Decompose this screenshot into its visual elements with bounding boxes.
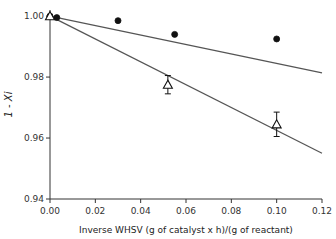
y-tick (46, 138, 50, 139)
triangle-point (46, 12, 55, 20)
x-tick (95, 199, 96, 203)
fit-line (50, 16, 322, 153)
axes: 0.00 0.02 0.04 0.06 0.08 0.10 0.12 0.94 0.96 0.98… (24, 10, 332, 216)
circle-point (274, 36, 280, 42)
y-tick-label: 1.00 (24, 11, 44, 21)
y-axis-label: 1 - Xi (3, 91, 14, 117)
x-tick-label: 0.08 (221, 206, 241, 216)
y-tick (46, 77, 50, 78)
x-tick-label: 0.06 (176, 206, 196, 216)
y-tick-label: 0.98 (24, 72, 44, 82)
x-tick-label: 0.02 (85, 206, 105, 216)
y-tick (46, 199, 50, 200)
x-tick (231, 199, 232, 203)
circle-point (172, 31, 178, 37)
x-tick-label: 0.00 (40, 206, 60, 216)
circle-point (115, 18, 121, 24)
y-tick-label: 0.96 (24, 133, 44, 143)
x-tick (50, 199, 51, 203)
x-axis-label: Inverse WHSV (g of catalyst x h)/(g of r… (79, 225, 293, 235)
y-tick-label: 0.94 (24, 194, 44, 204)
x-tick (322, 199, 323, 203)
triangle-point (163, 80, 172, 88)
x-tick-label: 0.12 (312, 206, 332, 216)
x-tick (276, 199, 277, 203)
x-tick (140, 199, 141, 203)
x-tick-label: 0.04 (131, 206, 151, 216)
triangle-point (272, 120, 281, 128)
plot-area (46, 12, 323, 154)
x-tick (186, 199, 187, 203)
y-axis-line (50, 10, 51, 199)
fit-line (50, 16, 322, 73)
chart: 0.00 0.02 0.04 0.06 0.08 0.10 0.12 0.94 0.96 0.98… (0, 0, 336, 239)
x-tick-label: 0.10 (267, 206, 287, 216)
